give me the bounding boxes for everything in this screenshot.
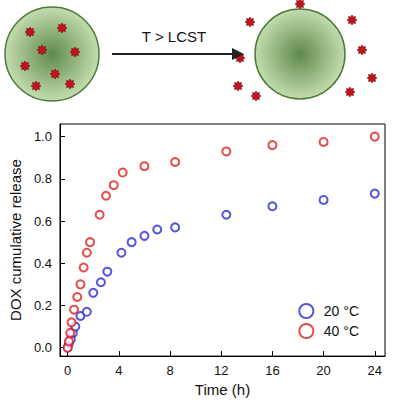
svg-text:24: 24 xyxy=(368,363,382,378)
svg-text:8: 8 xyxy=(166,363,173,378)
svg-text:20: 20 xyxy=(316,363,330,378)
svg-text:16: 16 xyxy=(265,363,279,378)
svg-text:12: 12 xyxy=(214,363,228,378)
svg-text:0.2: 0.2 xyxy=(34,298,52,313)
svg-text:0.0: 0.0 xyxy=(34,340,52,355)
svg-text:0.8: 0.8 xyxy=(34,171,52,186)
svg-text:DOX cumulative release: DOX cumulative release xyxy=(7,159,24,321)
svg-text:0.4: 0.4 xyxy=(34,256,52,271)
svg-text:T > LCST: T > LCST xyxy=(142,28,206,45)
svg-text:0.6: 0.6 xyxy=(34,214,52,229)
svg-text:40 °C: 40 °C xyxy=(324,323,359,339)
svg-text:1.0: 1.0 xyxy=(34,129,52,144)
svg-text:4: 4 xyxy=(115,363,122,378)
svg-text:20 °C: 20 °C xyxy=(324,303,359,319)
svg-text:0: 0 xyxy=(64,363,71,378)
svg-text:Time (h): Time (h) xyxy=(195,381,250,398)
